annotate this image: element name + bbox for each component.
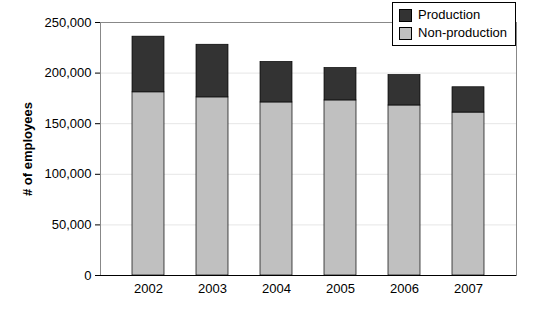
svg-text:250,000: 250,000	[45, 15, 92, 30]
svg-text:2004: 2004	[262, 281, 291, 296]
html-text:Non-production: Non-production	[418, 25, 507, 40]
svg-text:2006: 2006	[390, 281, 419, 296]
svg-text:100,000: 100,000	[45, 166, 92, 181]
svg-text:2002: 2002	[134, 281, 163, 296]
svg-text:50,000: 50,000	[52, 217, 92, 232]
svg-text:200,000: 200,000	[45, 65, 92, 80]
svg-text:# of employees: # of employees	[20, 102, 35, 196]
html-text:Production: Production	[418, 7, 481, 22]
svg-text:150,000: 150,000	[45, 116, 92, 131]
svg-text:0: 0	[84, 268, 91, 283]
svg-text:2007: 2007	[454, 281, 483, 296]
svg-text:2003: 2003	[198, 281, 227, 296]
svg-text:2005: 2005	[326, 281, 355, 296]
